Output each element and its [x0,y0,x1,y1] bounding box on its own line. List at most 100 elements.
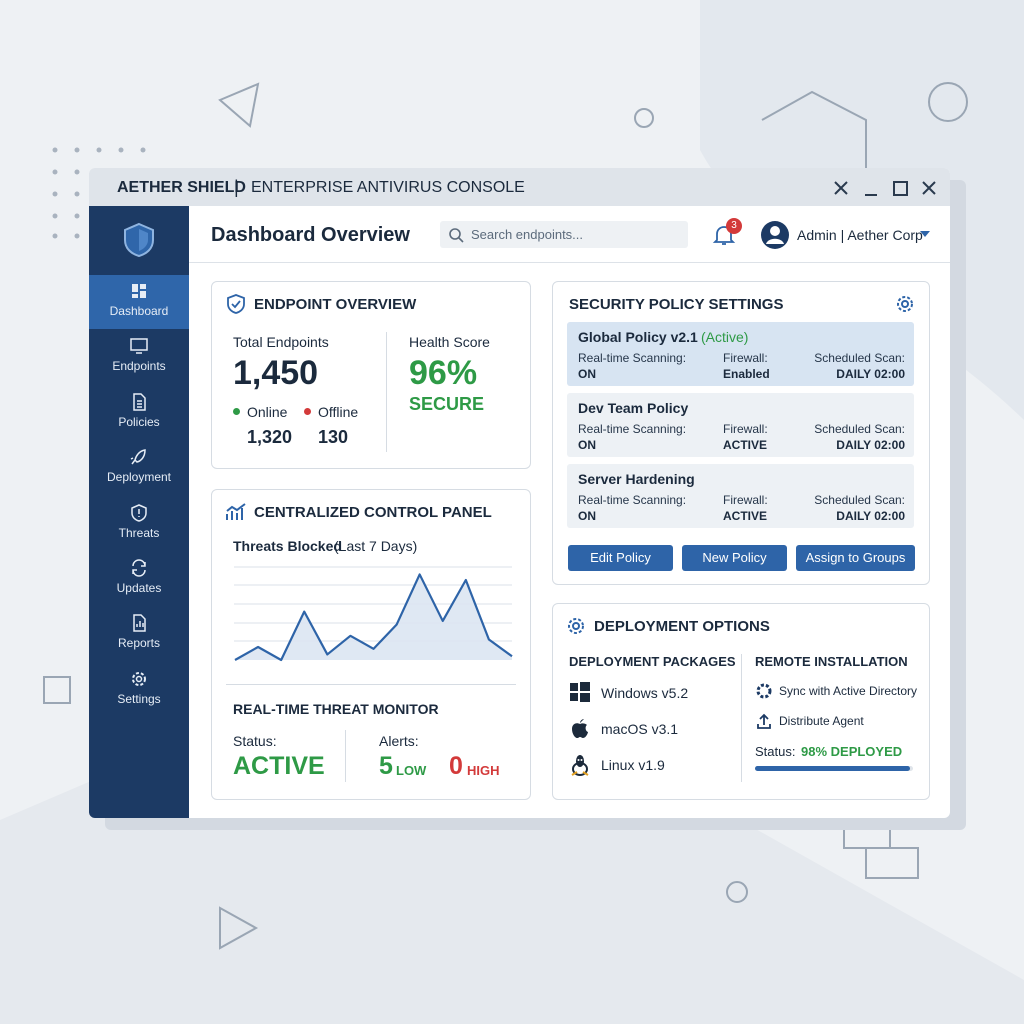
nav-item[interactable]: Settings [89,663,189,717]
value: DAILY 02:00 [836,367,905,381]
section-title: REAL-TIME THREAT MONITOR [233,701,439,717]
threats-chart [234,566,513,662]
online-dot [233,408,240,415]
nav-icon [130,449,146,465]
card-title: DEPLOYMENT OPTIONS [594,618,770,635]
action[interactable]: Sync with Active Directory [779,684,918,698]
divider [741,654,742,782]
label: Scheduled Scan: [814,351,905,365]
deployment-card: DEPLOYMENT OPTIONS DEPLOYMENT PACKAGES W… [552,603,930,800]
nav-icon [132,671,146,686]
divider [345,730,346,782]
label: Status: [755,744,796,759]
total-endpoints: 1,450 [233,354,319,392]
notification-badge: 3 [726,218,742,234]
os-icon [570,682,590,702]
nav-item[interactable]: Threats [89,497,189,551]
logo [124,222,154,258]
package[interactable]: Linux v1.9 [569,753,729,779]
low-count: 5 [379,752,393,780]
policy-row[interactable]: Server Hardening Real-time Scanning: ON … [567,464,914,528]
policy-name: Global Policy v2.1 [578,329,698,345]
user-avatar[interactable] [760,220,790,250]
policy-button[interactable]: Assign to Groups [796,545,915,571]
section-title: REMOTE INSTALLATION [755,654,908,669]
offline-count: 130 [318,427,349,447]
user-menu[interactable]: Admin | Aether Corp [797,227,923,243]
nav-icon [133,614,146,633]
search-box[interactable]: Search endpoints... [440,221,688,248]
security-policy-card: SECURITY POLICY SETTINGS Global Policy v… [552,281,930,585]
divider [226,684,516,685]
sidebar: Dashboard Endpoints Policies Deployment Thre… [89,206,189,818]
divider [386,332,387,452]
label: Real-time Scanning: [578,422,687,436]
label: Firewall: [723,493,768,507]
package[interactable]: macOS v3.1 [569,717,729,743]
nav-label: Reports [117,636,161,651]
nav-icon [132,559,146,577]
control-panel-card: CENTRALIZED CONTROL PANEL Threats Blocke… [211,489,531,800]
value: ACTIVE [723,509,768,523]
nav-item[interactable]: Deployment [89,441,189,495]
package-name: Linux v1.9 [601,757,665,773]
monitor-status: ACTIVE [233,752,325,780]
value: DAILY 02:00 [836,438,905,452]
policy-button[interactable]: New Policy [682,545,787,571]
health-status: SECURE [409,394,485,414]
deploy-status: 98% DEPLOYED [801,744,903,759]
dropdown-caret[interactable] [919,230,931,238]
nav-label: Deployment [106,470,172,485]
nav-icon [132,284,146,298]
offline-dot [304,408,311,415]
nav-label: Settings [117,691,161,706]
policy-button[interactable]: Edit Policy [568,545,673,571]
package-name: Windows v5.2 [601,685,689,701]
value: Enabled [723,367,770,381]
value: ON [578,438,596,452]
label: Status: [233,733,277,749]
policy-name: Dev Team Policy [578,400,689,416]
chart-title: Threats Blocked [233,538,342,554]
policy-row[interactable]: Global Policy v2.1 Real-time Scanning: O… [567,322,914,386]
high-count: 0 [449,752,463,780]
app-window: AETHER SHIELD | ENTERPRISE ANTIVIRUS CON… [89,168,950,818]
nav-icon [130,338,148,355]
card-title: ENDPOINT OVERVIEW [254,296,417,313]
nav-item[interactable]: Updates [89,552,189,606]
policy-name: Server Hardening [578,471,695,487]
label: Alerts: [379,733,419,749]
nav-item[interactable]: Dashboard [89,275,189,329]
policy-row[interactable]: Dev Team Policy Real-time Scanning: ON F… [567,393,914,457]
nav-item[interactable]: Policies [89,386,189,440]
search-placeholder: Search endpoints... [471,227,584,242]
title-bar: AETHER SHIELD | ENTERPRISE ANTIVIRUS CON… [89,168,950,206]
separator: | [234,177,239,197]
label: Real-time Scanning: [578,493,687,507]
action[interactable]: Distribute Agent [779,714,864,728]
label: Total Endpoints [233,334,329,350]
nav-icon [131,503,147,522]
sync-icon [756,683,772,699]
label: Real-time Scanning: [578,351,687,365]
label: Offline [318,404,359,420]
window-controls[interactable] [831,178,941,198]
value: ON [578,509,596,523]
header-divider [189,262,950,263]
nav-item[interactable]: Reports [89,607,189,661]
settings-icon[interactable] [894,293,916,315]
label: Firewall: [723,422,768,436]
policy-tag: (Active) [701,329,749,345]
notification-bell[interactable] [712,223,736,247]
gear-icon [568,618,584,634]
health-score: 96% [409,354,478,392]
nav-label: Policies [118,414,160,429]
section-title: DEPLOYMENT PACKAGES [569,654,736,669]
os-icon [571,755,589,776]
package[interactable]: Windows v5.2 [569,681,729,707]
window-title: ENTERPRISE ANTIVIRUS CONSOLE [251,179,525,196]
label: Health Score [409,334,490,350]
shield-icon [227,294,245,314]
value: DAILY 02:00 [836,509,905,523]
nav-item[interactable]: Endpoints [89,330,189,384]
